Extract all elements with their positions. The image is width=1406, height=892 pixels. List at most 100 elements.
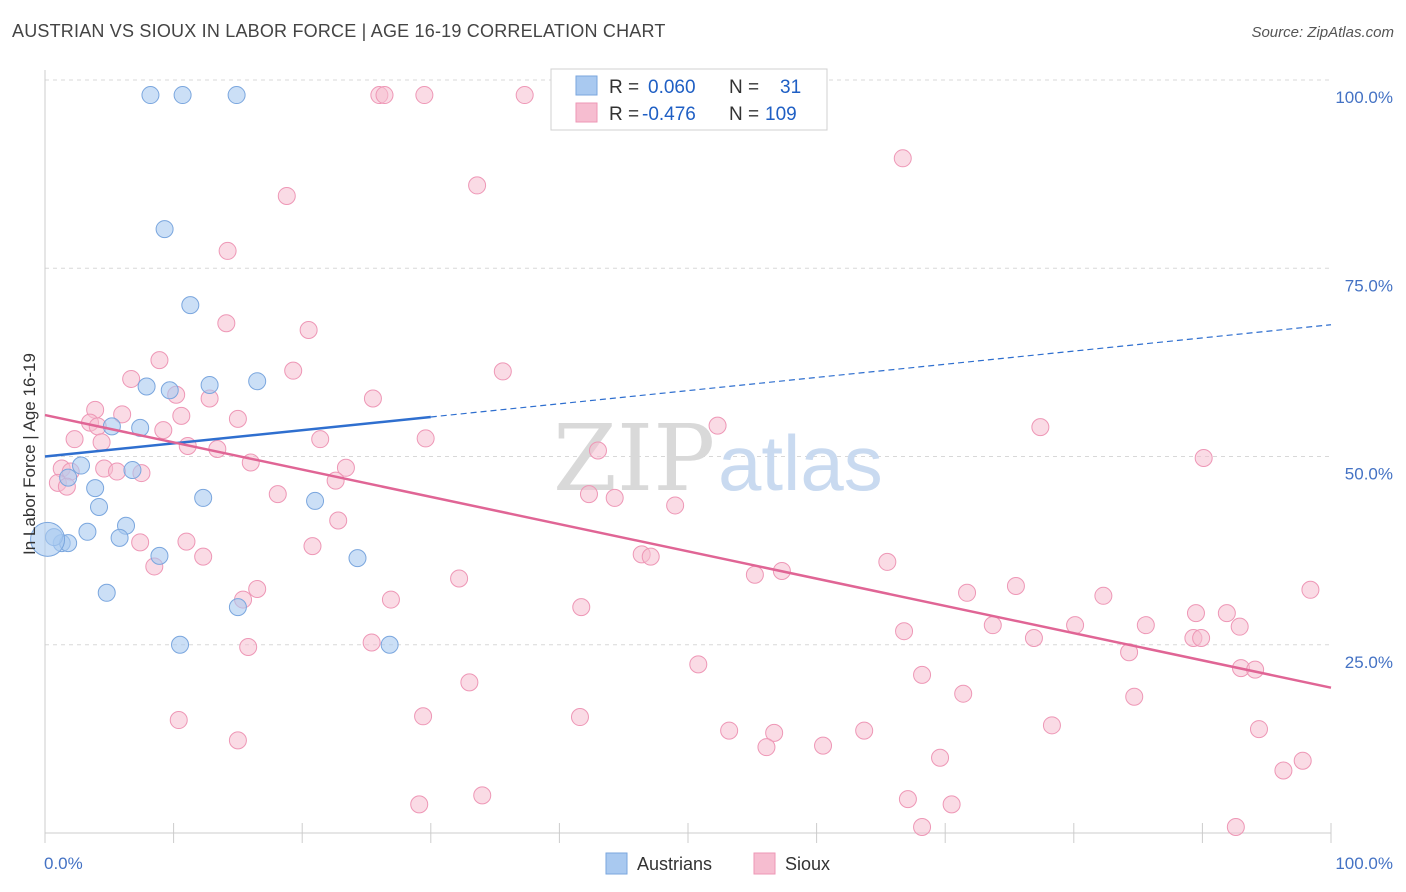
- sioux-point-7[interactable]: [277, 186, 296, 205]
- austrian-point-19[interactable]: [110, 528, 129, 547]
- sioux-point-24[interactable]: [154, 421, 173, 440]
- sioux-point-94[interactable]: [855, 721, 874, 740]
- sioux-point-96[interactable]: [1249, 720, 1268, 739]
- austrian-point-15[interactable]: [90, 497, 109, 516]
- sioux-point-27[interactable]: [65, 430, 84, 449]
- sioux-point-55[interactable]: [641, 547, 660, 566]
- sioux-point-1[interactable]: [375, 86, 394, 105]
- sioux-point-12[interactable]: [284, 361, 303, 380]
- sioux-point-103[interactable]: [473, 786, 492, 805]
- sioux-point-105[interactable]: [942, 795, 961, 814]
- sioux-point-58[interactable]: [745, 565, 764, 584]
- sioux-point-31[interactable]: [311, 430, 330, 449]
- sioux-point-13[interactable]: [493, 362, 512, 381]
- sioux-point-61[interactable]: [1006, 577, 1025, 596]
- austrian-point-26[interactable]: [348, 549, 367, 568]
- austrian-point-27[interactable]: [97, 583, 116, 602]
- sioux-point-99[interactable]: [814, 736, 833, 755]
- sioux-point-69[interactable]: [1217, 604, 1236, 623]
- sioux-point-19[interactable]: [113, 405, 132, 424]
- sioux-point-10[interactable]: [299, 320, 318, 339]
- austrian-point-3[interactable]: [155, 220, 174, 239]
- sioux-point-5[interactable]: [893, 149, 912, 168]
- sioux-point-90[interactable]: [570, 708, 589, 727]
- austrian-point-17[interactable]: [306, 491, 325, 510]
- sioux-point-68[interactable]: [1186, 604, 1205, 623]
- sioux-point-14[interactable]: [122, 369, 141, 388]
- sioux-point-97[interactable]: [228, 731, 247, 750]
- austrian-point-29[interactable]: [171, 635, 190, 654]
- sioux-point-48[interactable]: [666, 496, 685, 515]
- sioux-point-33[interactable]: [588, 441, 607, 460]
- sioux-point-47[interactable]: [605, 488, 624, 507]
- sioux-point-26[interactable]: [1031, 418, 1050, 437]
- sioux-point-88[interactable]: [954, 684, 973, 703]
- sioux-point-79[interactable]: [239, 638, 258, 657]
- sioux-point-25[interactable]: [708, 416, 727, 435]
- sioux-point-6[interactable]: [468, 176, 487, 195]
- austrian-point-7[interactable]: [200, 375, 219, 394]
- sioux-point-100[interactable]: [931, 748, 950, 767]
- sioux-point-108[interactable]: [1226, 817, 1245, 836]
- austrian-point-13[interactable]: [86, 479, 105, 498]
- sioux-point-8[interactable]: [218, 241, 237, 260]
- sioux-point-93[interactable]: [765, 723, 784, 742]
- sioux-point-51[interactable]: [131, 533, 150, 552]
- austrian-point-9[interactable]: [102, 417, 121, 436]
- sioux-point-89[interactable]: [414, 707, 433, 726]
- sioux-point-53[interactable]: [194, 547, 213, 566]
- sioux-point-67[interactable]: [1094, 586, 1113, 605]
- sioux-point-102[interactable]: [1293, 751, 1312, 770]
- sioux-point-75[interactable]: [895, 622, 914, 641]
- sioux-point-65[interactable]: [572, 598, 591, 617]
- austrian-point-5[interactable]: [137, 377, 156, 396]
- austrian-point-20[interactable]: [78, 522, 97, 541]
- sioux-point-9[interactable]: [217, 314, 236, 333]
- austrian-point-24[interactable]: [30, 521, 66, 557]
- sioux-point-71[interactable]: [983, 616, 1002, 635]
- sioux-point-50[interactable]: [177, 532, 196, 551]
- austrian-point-0[interactable]: [141, 86, 160, 105]
- sioux-point-3[interactable]: [515, 86, 534, 105]
- austrian-point-6[interactable]: [160, 381, 179, 400]
- sioux-point-15[interactable]: [363, 389, 382, 408]
- austrian-point-25[interactable]: [150, 546, 169, 565]
- sioux-point-104[interactable]: [898, 790, 917, 809]
- sioux-point-11[interactable]: [150, 351, 169, 370]
- sioux-point-21[interactable]: [228, 409, 247, 428]
- sioux-point-60[interactable]: [450, 569, 469, 588]
- austrian-point-30[interactable]: [380, 635, 399, 654]
- sioux-point-49[interactable]: [329, 511, 348, 530]
- sioux-point-98[interactable]: [757, 738, 776, 757]
- bottom-legend-sioux-label[interactable]: Sioux: [785, 854, 830, 874]
- bottom-legend-austrians-label[interactable]: Austrians: [637, 854, 712, 874]
- sioux-point-30[interactable]: [208, 439, 227, 458]
- sioux-point-107[interactable]: [913, 817, 932, 836]
- sioux-point-95[interactable]: [1042, 716, 1061, 735]
- austrian-point-4[interactable]: [181, 296, 200, 315]
- sioux-point-34[interactable]: [1194, 449, 1213, 468]
- sioux-point-28[interactable]: [92, 433, 111, 452]
- sioux-point-78[interactable]: [1192, 628, 1211, 647]
- sioux-point-92[interactable]: [720, 721, 739, 740]
- sioux-point-62[interactable]: [248, 580, 267, 599]
- sioux-point-64[interactable]: [381, 590, 400, 609]
- sioux-point-106[interactable]: [410, 795, 429, 814]
- sioux-point-85[interactable]: [460, 673, 479, 692]
- bottom-legend-austrians-swatch[interactable]: [605, 852, 628, 875]
- sioux-point-38[interactable]: [108, 462, 127, 481]
- sioux-point-74[interactable]: [1230, 617, 1249, 636]
- sioux-point-41[interactable]: [336, 458, 355, 477]
- sioux-point-52[interactable]: [303, 537, 322, 556]
- sioux-point-76[interactable]: [1024, 628, 1043, 647]
- sioux-point-20[interactable]: [172, 406, 191, 425]
- sioux-point-46[interactable]: [579, 485, 598, 504]
- austrian-point-16[interactable]: [194, 488, 213, 507]
- sioux-point-87[interactable]: [1125, 687, 1144, 706]
- sioux-point-101[interactable]: [1274, 761, 1293, 780]
- sioux-point-91[interactable]: [169, 711, 188, 730]
- bottom-legend-sioux-swatch[interactable]: [753, 852, 776, 875]
- sioux-point-57[interactable]: [878, 552, 897, 571]
- austrian-point-12[interactable]: [123, 461, 142, 480]
- sioux-point-73[interactable]: [1136, 616, 1155, 635]
